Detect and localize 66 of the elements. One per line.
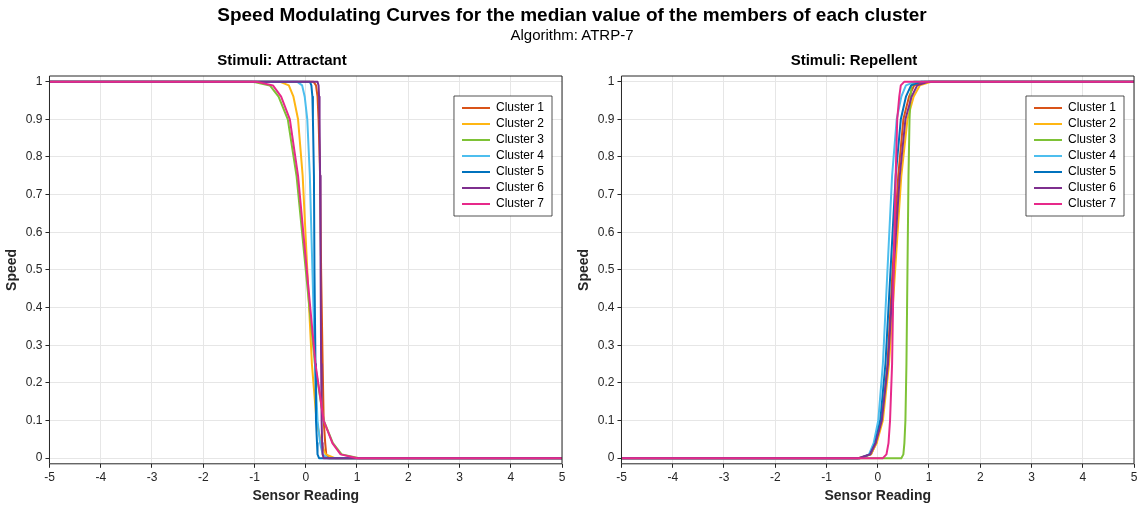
y-tick-label: 0.3 — [597, 337, 615, 352]
y-tick-label: 0.2 — [25, 375, 43, 390]
x-tick-label: -5 — [44, 470, 56, 485]
x-tick-label: 0 — [302, 470, 310, 485]
y-tick-label: 0.8 — [25, 149, 43, 164]
y-tick-label: 0.6 — [25, 224, 43, 239]
x-tick-label: -2 — [197, 470, 209, 485]
y-tick-label: 1 — [35, 73, 43, 88]
legend-label: Cluster 4 — [495, 148, 545, 163]
x-tick-label: -3 — [146, 470, 158, 485]
x-tick-label: 4 — [507, 470, 515, 485]
y-tick-label: 1 — [607, 73, 615, 88]
x-tick-label: 1 — [925, 470, 933, 485]
legend-label: Cluster 7 — [495, 196, 545, 211]
y-tick-label: 0.1 — [597, 412, 615, 427]
legend-label: Cluster 4 — [1067, 148, 1117, 163]
y-tick-label: 0.1 — [25, 412, 43, 427]
y-tick-label: 0.7 — [25, 186, 43, 201]
y-tick-label: 0.4 — [25, 299, 43, 314]
legend-label: Cluster 6 — [1067, 180, 1117, 195]
legend-label: Cluster 2 — [1067, 116, 1117, 131]
y-tick-label: 0.5 — [597, 262, 615, 277]
y-tick-label: 0.4 — [597, 299, 615, 314]
x-tick-label: -1 — [821, 470, 833, 485]
x-tick-label: -2 — [769, 470, 781, 485]
x-tick-label: -1 — [249, 470, 261, 485]
x-tick-label: 5 — [558, 470, 566, 485]
x-tick-label: 0 — [874, 470, 882, 485]
x-tick-label: -4 — [95, 470, 107, 485]
x-tick-label: 2 — [976, 470, 984, 485]
legend-label: Cluster 1 — [495, 100, 545, 115]
y-tick-label: 0.5 — [25, 262, 43, 277]
y-tick-label: 0 — [35, 450, 43, 465]
legend-label: Cluster 5 — [1067, 164, 1117, 179]
text: Algorithm: ATRP-7 — [509, 26, 635, 43]
y-axis-title: Speed — [3, 248, 20, 291]
legend-label: Cluster 3 — [1067, 132, 1117, 147]
legend-label: Cluster 7 — [1067, 196, 1117, 211]
x-tick-label: 3 — [1028, 470, 1036, 485]
legend-label: Cluster 5 — [495, 164, 545, 179]
legend-label: Cluster 1 — [1067, 100, 1117, 115]
chart-title: Stimuli: Repellent — [790, 51, 918, 69]
x-tick-label: -3 — [718, 470, 730, 485]
y-tick-label: 0 — [607, 450, 615, 465]
x-axis-title: Sensor Reading — [824, 487, 932, 504]
x-tick-label: 3 — [456, 470, 464, 485]
x-tick-label: -5 — [616, 470, 628, 485]
x-tick-label: 2 — [404, 470, 412, 485]
y-tick-label: 0.7 — [597, 186, 615, 201]
legend-label: Cluster 6 — [495, 180, 545, 195]
y-axis-title: Speed — [575, 248, 592, 291]
chart-title: Stimuli: Attractant — [217, 51, 347, 69]
y-tick-label: 0.3 — [25, 337, 43, 352]
legend-label: Cluster 2 — [495, 116, 545, 131]
x-tick-label: 5 — [1130, 470, 1138, 485]
x-axis-title: Sensor Reading — [252, 487, 360, 504]
y-tick-label: 0.9 — [597, 111, 615, 126]
legend-label: Cluster 3 — [495, 132, 545, 147]
x-tick-label: 1 — [353, 470, 361, 485]
text: Speed Modulating Curves for the median value of the members of each cluster — [216, 3, 928, 26]
y-tick-label: 0.2 — [597, 375, 615, 390]
x-tick-label: -4 — [667, 470, 679, 485]
x-tick-label: 4 — [1079, 470, 1087, 485]
y-tick-label: 0.9 — [25, 111, 43, 126]
y-tick-label: 0.8 — [597, 149, 615, 164]
y-tick-label: 0.6 — [597, 224, 615, 239]
